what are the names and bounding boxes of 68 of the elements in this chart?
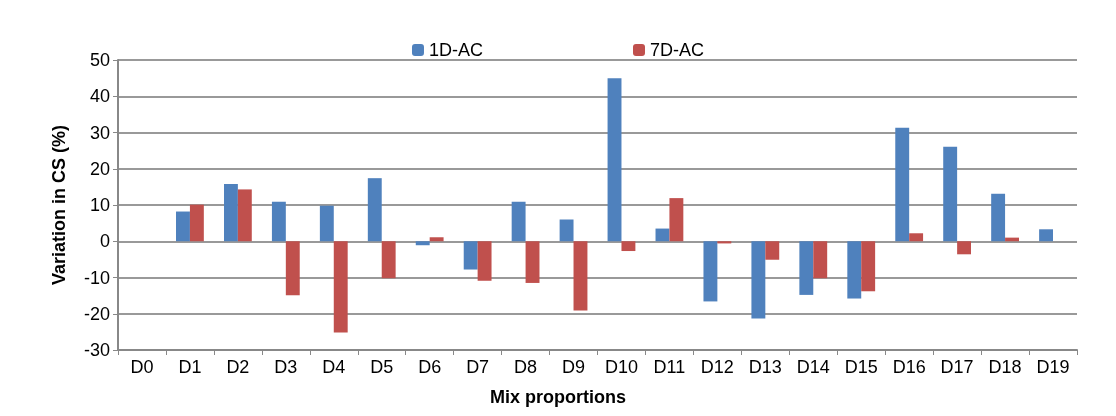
bar [669, 198, 684, 242]
y-tick-label: 10 [89, 195, 110, 215]
bar [271, 201, 286, 242]
x-tick-label: D9 [562, 357, 586, 377]
x-tick-label: D3 [274, 357, 298, 377]
bar [703, 241, 718, 302]
bar [607, 78, 622, 242]
bar [463, 241, 478, 270]
bar [381, 241, 396, 279]
bar [223, 183, 238, 242]
bar [285, 241, 300, 296]
bar [511, 201, 526, 242]
x-tick-label: D11 [653, 357, 686, 377]
y-tick-label: -20 [83, 303, 110, 324]
bar [429, 237, 444, 242]
bar [319, 205, 334, 242]
bar [943, 146, 958, 242]
bar [1039, 229, 1054, 242]
bar [415, 241, 430, 246]
x-tick-label: D18 [988, 357, 1022, 377]
y-tick-label: 50 [89, 50, 110, 70]
x-tick-label: D4 [322, 357, 346, 377]
bar [861, 241, 876, 292]
x-tick-label: D10 [604, 357, 638, 377]
x-tick-label: D15 [844, 357, 878, 377]
x-tick-label: D2 [226, 357, 250, 377]
bar [477, 241, 492, 281]
bar [895, 127, 910, 242]
x-tick-label: D12 [700, 357, 734, 377]
x-tick-label: D13 [748, 357, 782, 377]
bar [573, 241, 588, 311]
bar [813, 241, 828, 279]
x-tick-label: D7 [466, 357, 490, 377]
y-tick-label: 0 [99, 231, 110, 252]
bar [799, 241, 814, 295]
x-tick-label: D17 [940, 357, 974, 377]
bar [717, 241, 732, 244]
y-tick-label: -30 [83, 340, 110, 360]
x-tick-label: D19 [1036, 357, 1070, 377]
x-tick-label: D6 [418, 357, 442, 377]
bar [991, 193, 1006, 242]
bar [847, 241, 862, 299]
bar [189, 204, 204, 242]
y-tick-label: 40 [89, 86, 110, 107]
bar [751, 241, 766, 319]
bar [559, 219, 574, 242]
x-axis-title: Mix proportions [490, 387, 626, 407]
x-tick-label: D5 [370, 357, 394, 377]
bar [176, 211, 190, 242]
bar [909, 233, 924, 242]
bar [333, 241, 348, 333]
bar [237, 189, 252, 242]
x-tick-label: D8 [514, 357, 538, 377]
y-axis-title: Variation in CS (%) [49, 124, 69, 286]
bar [765, 241, 780, 260]
bar [957, 241, 972, 255]
legend-label: 1D-AC [428, 40, 484, 60]
y-tick-label: 30 [89, 122, 110, 143]
x-tick-label: D16 [892, 357, 926, 377]
x-tick-label: D1 [178, 357, 202, 377]
x-tick-label: D0 [130, 357, 154, 377]
legend-label: 7D-AC [650, 40, 705, 60]
bar [621, 241, 636, 252]
bar [367, 178, 382, 242]
y-tick-label: -10 [83, 267, 110, 288]
x-tick-label: D14 [796, 357, 830, 377]
y-tick-label: 20 [89, 158, 110, 179]
bar [525, 241, 540, 283]
